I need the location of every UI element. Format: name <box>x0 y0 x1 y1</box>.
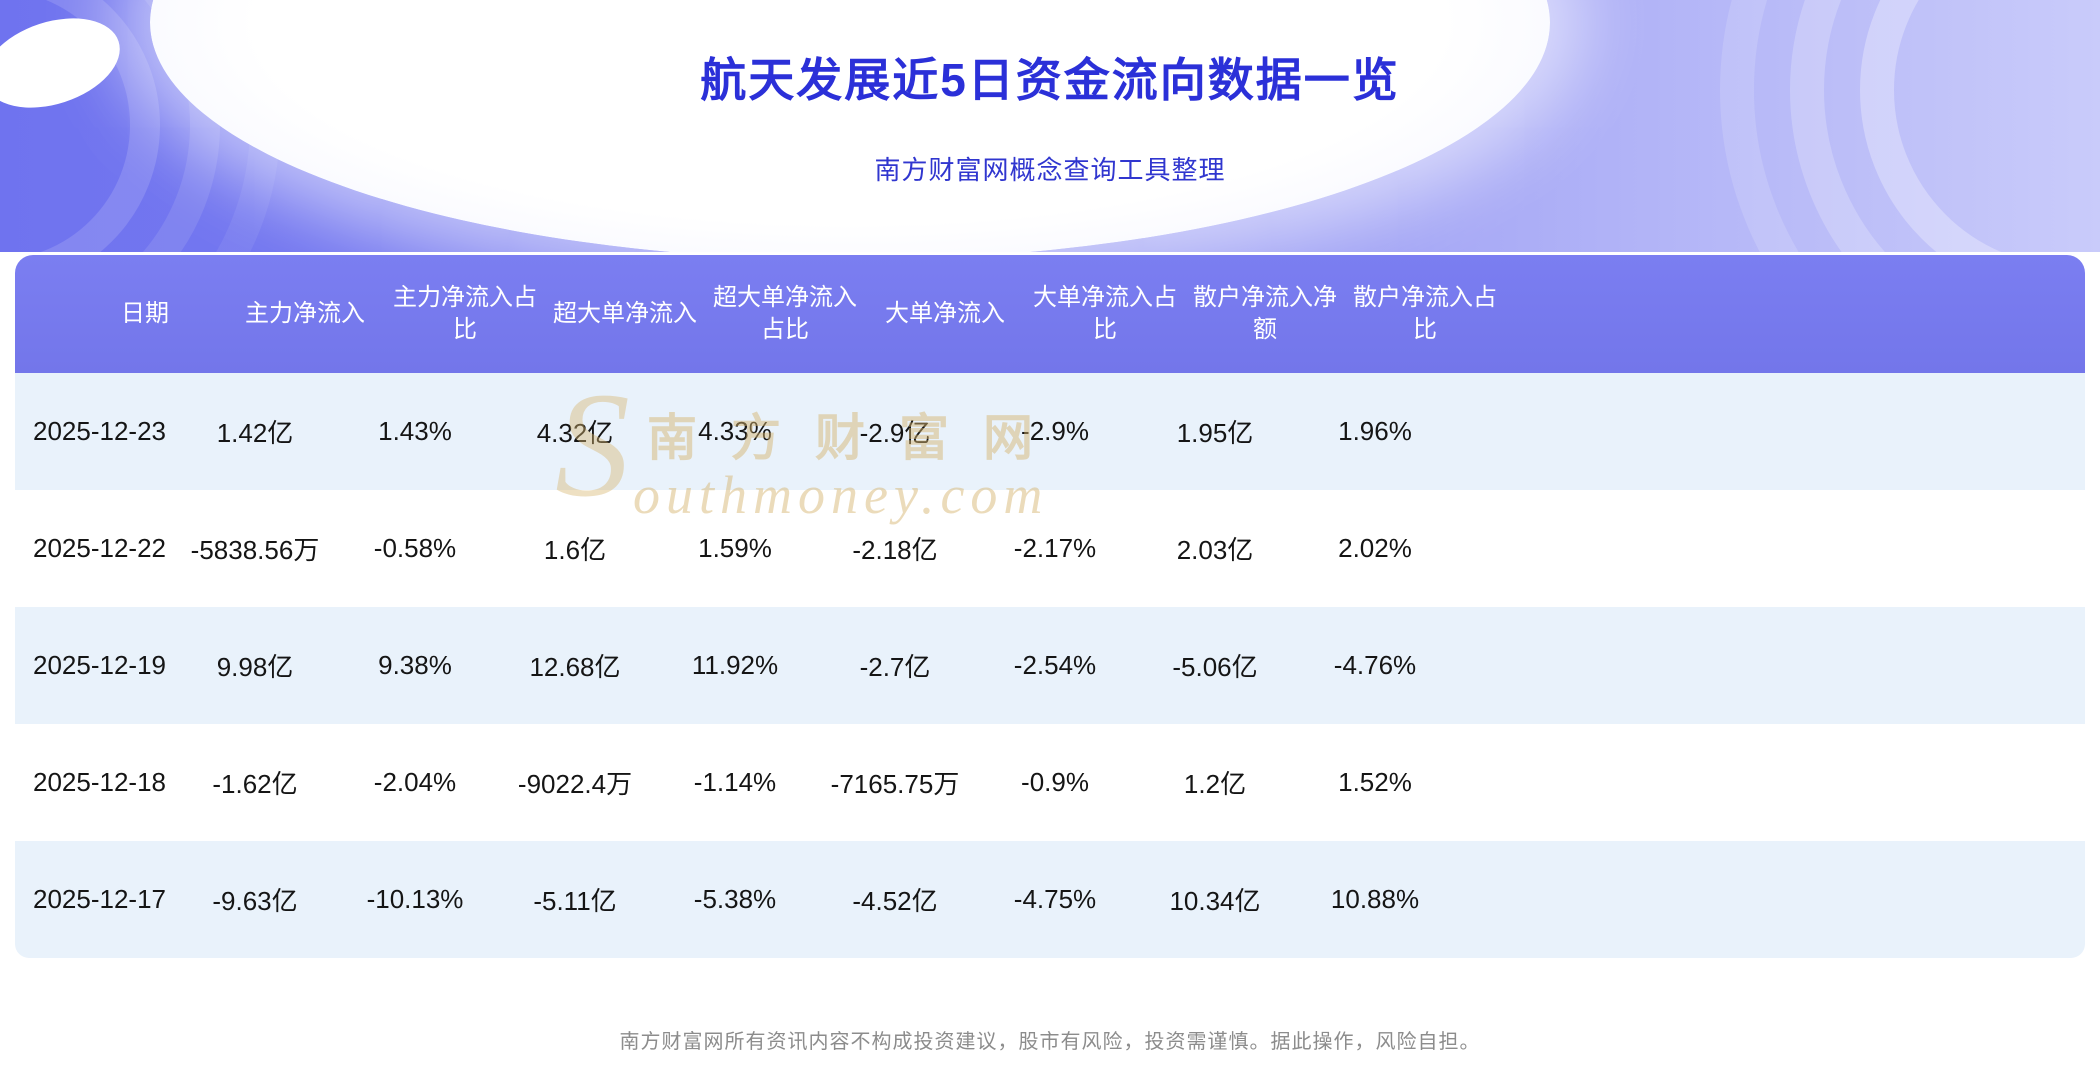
cell-value: -9022.4万 <box>517 769 633 799</box>
column-header-2: 主力净流入占比 <box>393 283 537 343</box>
cell-value: 1.6亿 <box>543 535 607 565</box>
cell-value: -9.63亿 <box>212 886 298 916</box>
cell-value: -5.06亿 <box>1172 652 1258 682</box>
column-header-5: 大单净流入 <box>885 299 1005 327</box>
decor-ring-right-icon <box>1720 0 2100 252</box>
cell-value: 1.52% <box>1338 767 1412 797</box>
page-subtitle: 南方财富网概念查询工具整理 <box>874 155 1226 185</box>
cell-date: 2025-12-22 <box>33 533 166 563</box>
table-row: 2025-12-19 9.98亿 9.38% 12.68亿 11.92% -2.7亿 -2.… <box>15 607 2085 724</box>
cell-value: 1.2亿 <box>1183 769 1247 799</box>
cell-value: 1.95亿 <box>1176 418 1254 448</box>
column-header-7: 散户净流入净额 <box>1193 283 1337 343</box>
column-header-6: 大单净流入占比 <box>1033 283 1177 343</box>
fund-flow-table: 日期 主力净流入 主力净流入占比 超大单净流入 超大单净流入占比 大单净流入 大单净流入占比… <box>15 255 2085 958</box>
cell-value: 12.68亿 <box>529 652 621 682</box>
cell-date: 2025-12-18 <box>33 767 166 797</box>
page-title: 航天发展近5日资金流向数据一览 <box>700 54 1400 106</box>
cell-value: -7165.75万 <box>830 769 960 799</box>
table-row: 2025-12-18 -1.62亿 -2.04% -9022.4万 -1.14% -716… <box>15 724 2085 841</box>
table-row: 2025-12-23 1.42亿 1.43% 4.32亿 4.33% -2.9亿 -2.9%… <box>15 373 2085 490</box>
cell-value: -0.58% <box>373 533 457 563</box>
column-header-1: 主力净流入 <box>245 299 365 327</box>
column-header-0: 日期 <box>121 299 169 327</box>
cell-value: -5.11亿 <box>533 886 617 916</box>
column-header-3: 超大单净流入 <box>553 299 697 327</box>
cell-value: -2.9亿 <box>859 418 931 448</box>
cell-value: 9.38% <box>378 650 452 680</box>
column-header-4: 超大单净流入占比 <box>713 283 857 343</box>
table-header-row: 日期 主力净流入 主力净流入占比 超大单净流入 超大单净流入占比 大单净流入 大单净流入占比… <box>15 255 2085 373</box>
cell-date: 2025-12-19 <box>33 650 166 680</box>
cell-value: -4.76% <box>1333 650 1417 680</box>
table-body: 2025-12-23 1.42亿 1.43% 4.32亿 4.33% -2.9亿 -2.9%… <box>15 373 2085 958</box>
cell-value: 2.02% <box>1338 533 1412 563</box>
hero-banner <box>0 0 2100 252</box>
cell-value: 1.96% <box>1338 416 1412 446</box>
cell-value: -4.75% <box>1013 884 1097 914</box>
cell-value: 10.34亿 <box>1169 886 1261 916</box>
cell-value: 1.42亿 <box>216 418 294 448</box>
cell-value: -2.7亿 <box>859 652 931 682</box>
cell-value: -2.9% <box>1021 416 1089 446</box>
cell-value: 11.92% <box>691 650 779 680</box>
table-row: 2025-12-22 -5838.56万 -0.58% 1.6亿 1.59% -2.18亿… <box>15 490 2085 607</box>
cell-value: 2.03亿 <box>1176 535 1254 565</box>
cell-value: 9.98亿 <box>216 652 294 682</box>
cell-value: -1.62亿 <box>212 769 298 799</box>
cell-value: -2.18亿 <box>852 535 938 565</box>
cell-value: 1.59% <box>698 533 772 563</box>
cell-date: 2025-12-23 <box>33 416 166 446</box>
cell-value: 4.32亿 <box>536 418 614 448</box>
cell-value: -1.14% <box>693 767 777 797</box>
cell-value: 4.33% <box>698 416 772 446</box>
cell-value: -2.04% <box>373 767 457 797</box>
cell-date: 2025-12-17 <box>33 884 166 914</box>
decor-blob-center <box>150 0 1550 252</box>
table-row: 2025-12-17 -9.63亿 -10.13% -5.11亿 -5.38% -4.52… <box>15 841 2085 958</box>
cell-value: -2.17% <box>1013 533 1097 563</box>
cell-value: -5.38% <box>693 884 777 914</box>
cell-value: -10.13% <box>366 884 464 914</box>
cell-value: 10.88% <box>1330 884 1420 914</box>
cell-value: -5838.56万 <box>190 535 320 565</box>
cell-value: 1.43% <box>378 416 452 446</box>
column-header-8: 散户净流入占比 <box>1353 283 1497 343</box>
cell-value: -0.9% <box>1021 767 1089 797</box>
disclaimer-text: 南方财富网所有资讯内容不构成投资建议，股市有风险，投资需谨慎。据此操作，风险自担… <box>619 1031 1481 1053</box>
cell-value: -2.54% <box>1013 650 1097 680</box>
cell-value: -4.52亿 <box>852 886 938 916</box>
